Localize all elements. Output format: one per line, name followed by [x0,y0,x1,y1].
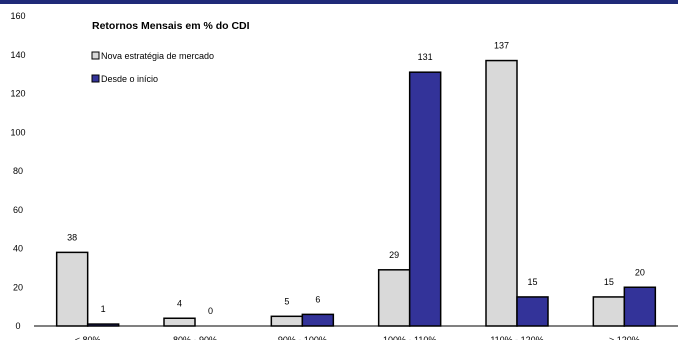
x-tick-label: 110% - 120% [490,335,543,340]
y-tick-label: 160 [10,11,25,21]
y-tick-label: 140 [10,50,25,60]
bar-desde [516,296,549,327]
data-label: 29 [389,250,399,260]
legend: Nova estratégia de mercado Desde o iníci… [91,51,214,84]
bar-nova [377,269,411,327]
x-tick-label: 80% - 90% [173,335,217,340]
bar-nova [592,296,626,327]
bar-desde [301,313,335,327]
y-tick-label: 60 [13,205,23,215]
legend-label-desde: Desde o início [101,74,158,84]
data-label: 5 [284,296,289,306]
bar-desde [623,286,657,327]
data-label: 131 [418,52,433,62]
data-label: 4 [177,298,182,308]
data-label: 137 [494,41,509,51]
legend-swatch-desde [91,74,100,83]
data-label: 15 [604,277,614,287]
bar-desde [408,71,442,327]
y-tick-label: 20 [13,282,23,292]
data-label: 0 [208,306,213,316]
legend-label-nova: Nova estratégia de mercado [101,51,214,61]
legend-swatch-nova [91,51,100,60]
data-label: 6 [315,294,320,304]
bars [55,59,657,327]
bar-nova [163,317,196,327]
y-tick-label: 40 [13,244,23,254]
x-tick-label: 90% - 100% [278,335,327,340]
x-axis-ticks: < 80% 80% - 90% 90% - 100% 100% - 110% 110% … [75,335,640,340]
x-tick-label: < 80% [75,335,101,340]
y-tick-label: 120 [10,89,25,99]
chart-title: Retornos Mensais em % do CDI [92,20,250,32]
top-rule [0,0,678,4]
y-tick-label: 100 [10,127,25,137]
x-tick-label: > 120% [609,335,640,340]
y-axis-ticks: 0 20 40 60 80 100 120 140 160 [10,11,25,331]
bar-nova [485,59,518,327]
x-tick-label: 100% - 110% [383,335,436,340]
data-label: 20 [635,267,645,277]
data-label: 38 [67,232,77,242]
bar-nova [55,251,89,327]
y-tick-label: 0 [15,321,20,331]
y-tick-label: 80 [13,166,23,176]
data-labels: 38 1 4 0 5 6 29 131 137 15 15 20 [67,41,645,316]
data-label: 15 [527,277,537,287]
bar-nova [270,315,304,327]
data-label: 1 [101,304,106,314]
